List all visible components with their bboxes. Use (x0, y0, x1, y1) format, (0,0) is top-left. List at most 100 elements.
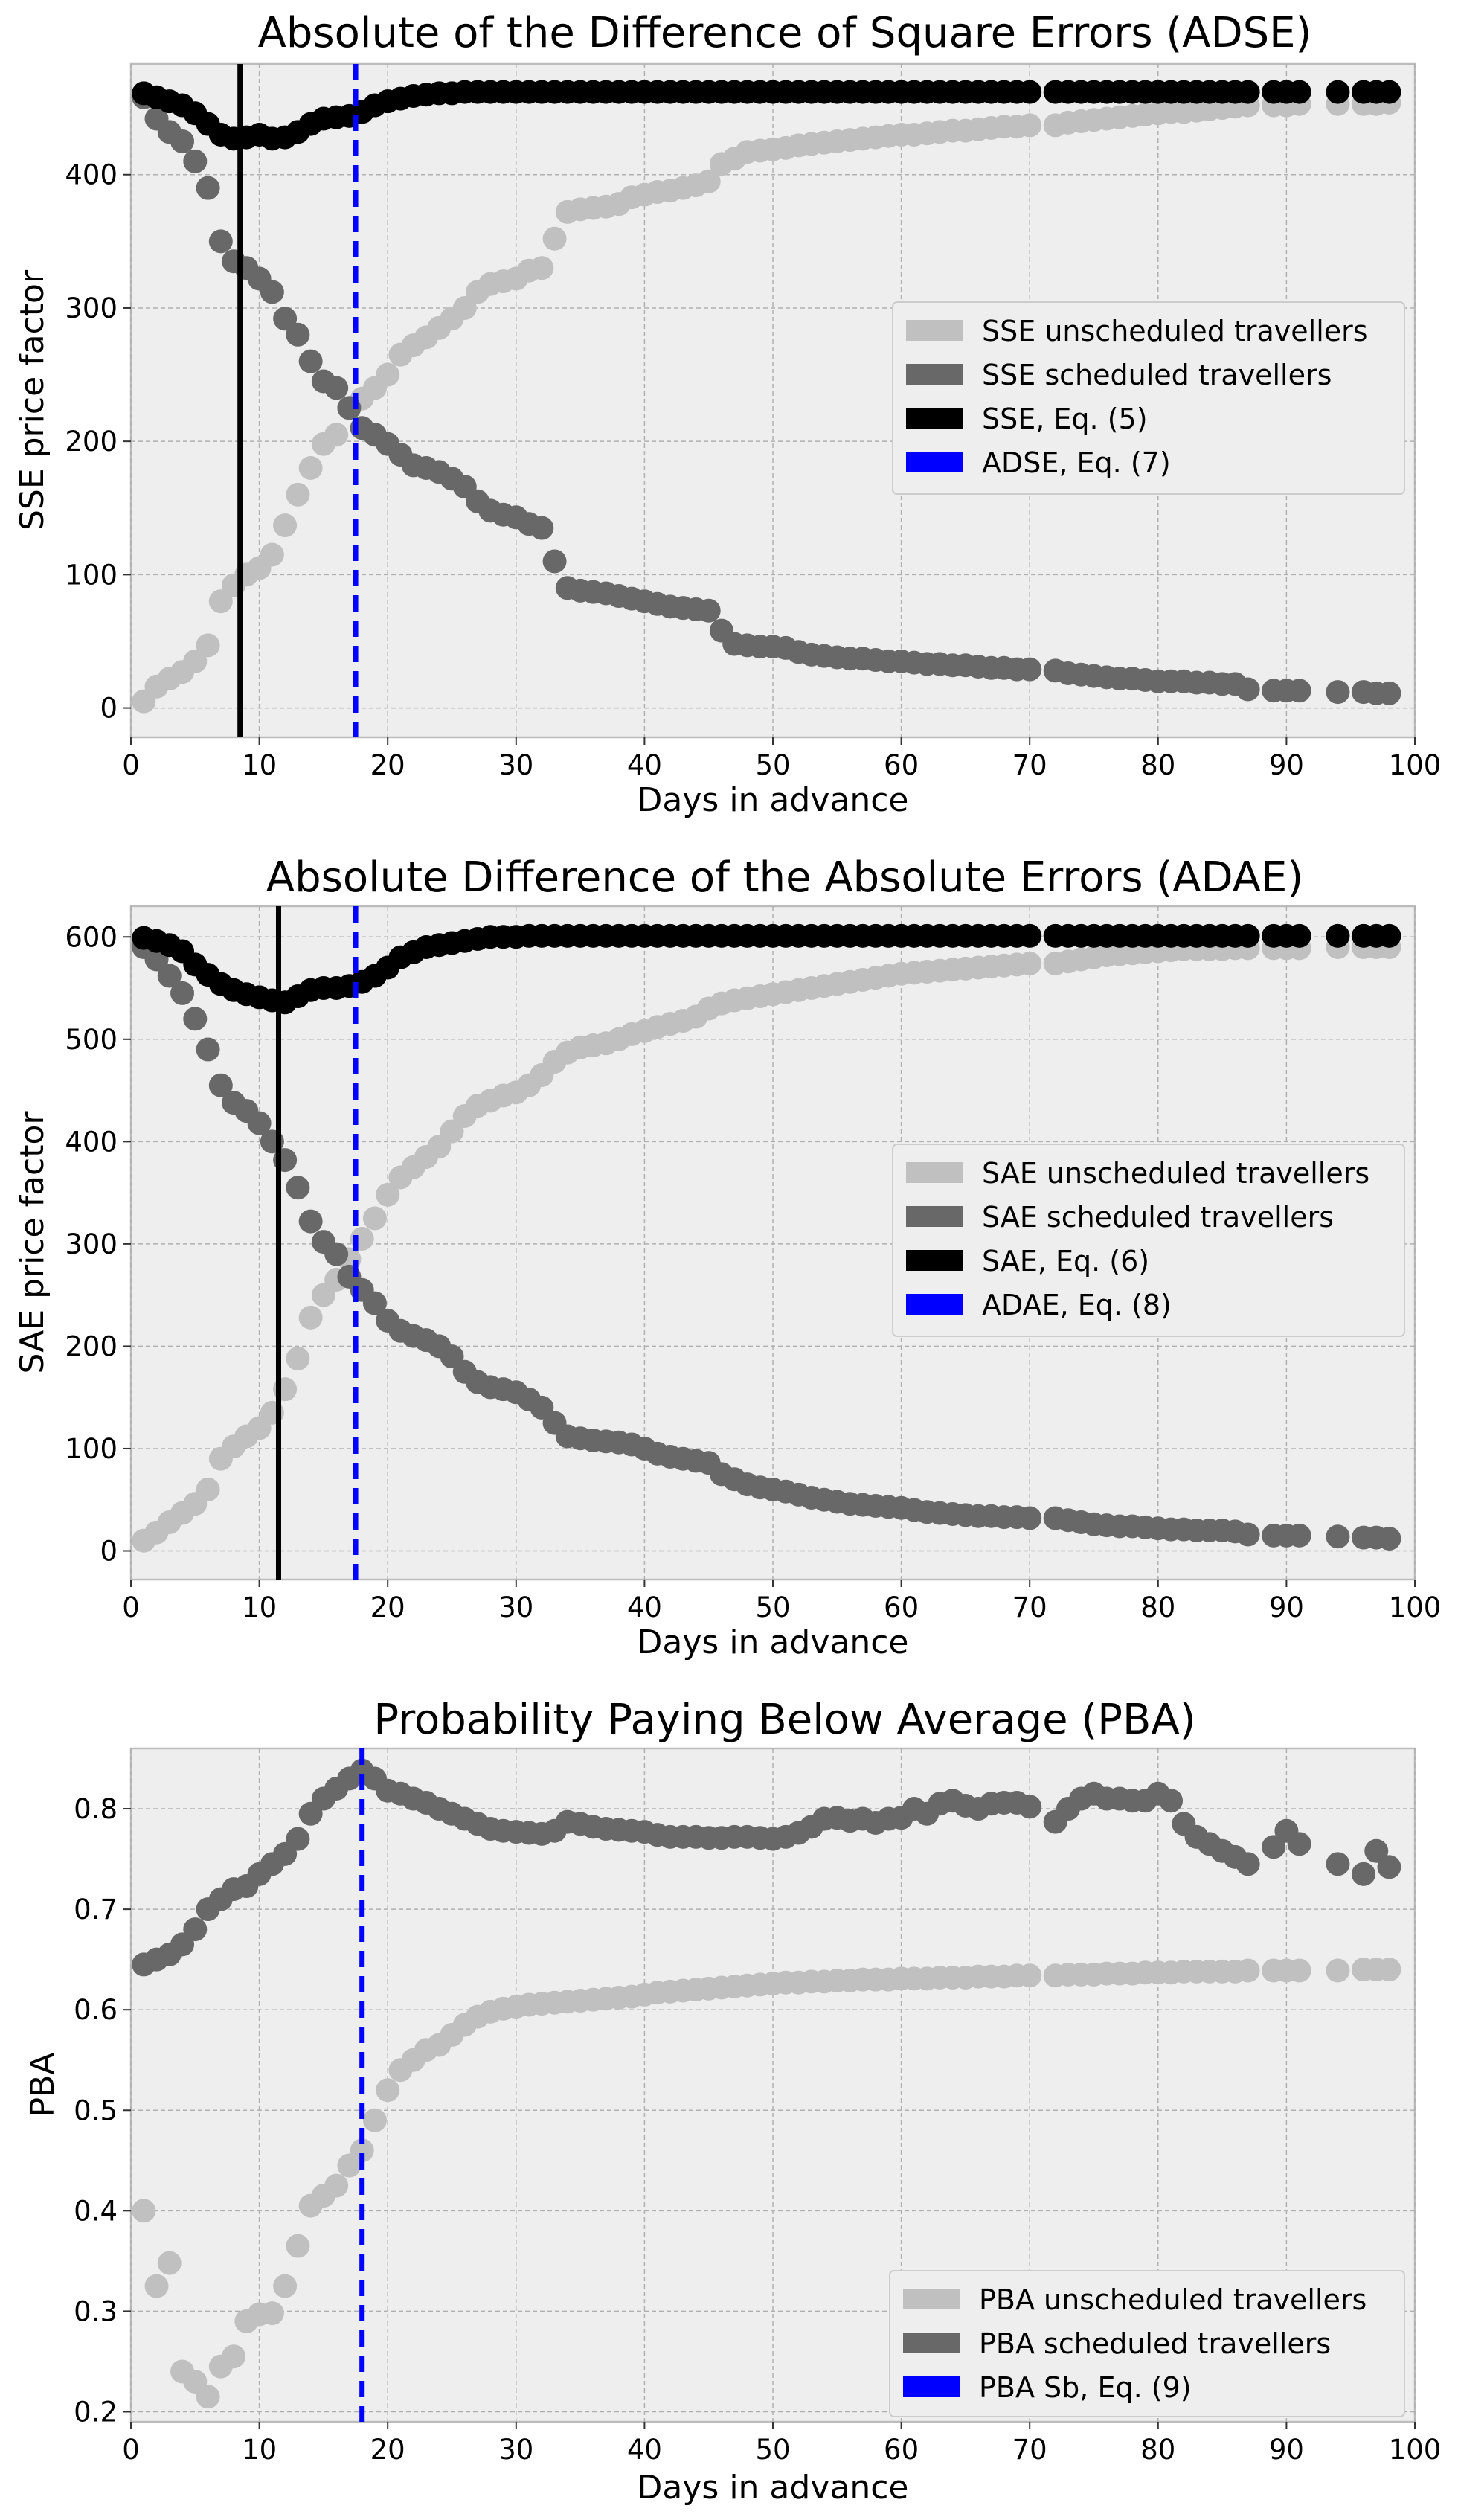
data-point (144, 2274, 169, 2298)
data-point (1364, 1838, 1389, 1863)
data-point (530, 256, 554, 280)
x-tick-label: 40 (627, 1591, 662, 1623)
data-point (1018, 923, 1042, 948)
data-point (1287, 1832, 1311, 1856)
data-point (362, 1206, 387, 1231)
x-tick-label: 90 (1269, 2434, 1304, 2466)
data-point (298, 349, 323, 373)
x-tick-label: 90 (1269, 1591, 1304, 1623)
legend-swatch (906, 1294, 963, 1315)
data-point (286, 1827, 310, 1851)
data-point (298, 456, 323, 480)
data-point (1236, 80, 1260, 104)
data-point (1326, 1958, 1350, 1983)
axis-ticks: 0 10 20 30 40 50 60 70 80 90 100 0 100 200 300 400 500 60… (65, 921, 1441, 1623)
data-point (1018, 113, 1042, 138)
x-tick-label: 10 (242, 2434, 277, 2466)
data-point (350, 2138, 374, 2163)
legend: SSE unscheduled travellers SSE scheduled… (892, 301, 1405, 495)
data-point (530, 516, 554, 540)
y-axis-label: PBA (24, 2053, 62, 2117)
data-point (183, 149, 208, 173)
x-tick-label: 70 (1012, 2434, 1047, 2466)
data-point (298, 1209, 323, 1234)
data-point (1377, 1526, 1401, 1551)
legend-label: PBA Sb, Eq. (9) (979, 2371, 1192, 2404)
y-tick-label: 100 (65, 559, 118, 591)
data-point (196, 176, 220, 200)
data-point (1351, 1862, 1375, 1886)
legend-label: SSE, Eq. (5) (982, 403, 1148, 435)
x-axis-label: Days in advance (638, 2469, 909, 2507)
y-tick-label: 0.7 (74, 1894, 118, 1926)
data-point (696, 598, 721, 623)
data-point (1236, 677, 1260, 702)
y-tick-label: 400 (65, 159, 118, 191)
x-tick-label: 60 (884, 2434, 919, 2466)
data-point (376, 1182, 400, 1207)
legend-label: SAE, Eq. (6) (982, 1245, 1149, 1277)
series-2 (132, 80, 1401, 151)
x-tick-label: 80 (1140, 749, 1175, 781)
reference-lines (275, 906, 359, 1580)
chart-panel-pba: Probability Paying Below Average (PBA) 0… (24, 1696, 1441, 2507)
data-point (157, 2251, 182, 2275)
data-point (1326, 80, 1350, 104)
data-point (362, 1291, 387, 1315)
x-tick-label: 50 (755, 1591, 790, 1623)
data-point (696, 169, 721, 193)
x-tick-label: 60 (884, 749, 919, 781)
data-point (362, 2108, 387, 2132)
data-point (1377, 1855, 1401, 1879)
data-point (1377, 681, 1401, 705)
data-point (1377, 1958, 1401, 1982)
data-point (183, 1007, 208, 1031)
chart-title: Absolute Difference of the Absolute Erro… (266, 853, 1303, 902)
legend-label: SSE scheduled travellers (982, 359, 1332, 391)
data-point (1287, 1523, 1311, 1548)
data-points (132, 923, 1401, 1553)
legend-box (889, 2270, 1405, 2417)
data-point (324, 2173, 349, 2198)
x-tick-label: 80 (1140, 2434, 1175, 2466)
x-tick-label: 30 (498, 749, 533, 781)
legend-swatch (906, 452, 963, 472)
data-point (260, 2301, 284, 2326)
data-point (170, 129, 195, 153)
data-point (196, 1037, 220, 1062)
data-point (208, 229, 233, 254)
data-point (1326, 1852, 1350, 1876)
y-tick-label: 600 (65, 921, 118, 953)
data-point (1287, 80, 1311, 104)
legend-swatch (903, 2376, 960, 2397)
data-point (1287, 1958, 1311, 1983)
chart-panel-adae: Absolute Difference of the Absolute Erro… (13, 853, 1441, 1661)
data-point (1287, 679, 1311, 703)
data-point (273, 513, 298, 538)
data-point (1236, 1852, 1260, 1876)
y-tick-label: 200 (65, 426, 118, 458)
data-point (157, 964, 182, 988)
data-point (452, 295, 477, 320)
legend-label: ADAE, Eq. (8) (982, 1289, 1172, 1321)
legend-label: PBA unscheduled travellers (979, 2283, 1367, 2316)
legend-swatch (903, 2333, 960, 2353)
reference-lines (237, 64, 359, 737)
data-point (1018, 1506, 1042, 1530)
data-point (247, 1111, 272, 1135)
data-point (1236, 1958, 1260, 1983)
data-point (1262, 1835, 1286, 1859)
series-1 (132, 935, 1401, 1551)
legend-label: SAE unscheduled travellers (982, 1157, 1369, 1190)
legend-swatch (903, 2289, 960, 2309)
data-point (298, 1305, 323, 1330)
x-tick-label: 70 (1012, 1591, 1047, 1623)
y-tick-label: 0.4 (74, 2195, 118, 2227)
data-point (170, 981, 195, 1005)
data-point (1326, 680, 1350, 705)
chart-panel-adse: Absolute of the Difference of Square Err… (13, 9, 1441, 819)
data-point (1377, 923, 1401, 948)
data-point (222, 2344, 246, 2369)
y-tick-label: 0.2 (74, 2396, 118, 2428)
